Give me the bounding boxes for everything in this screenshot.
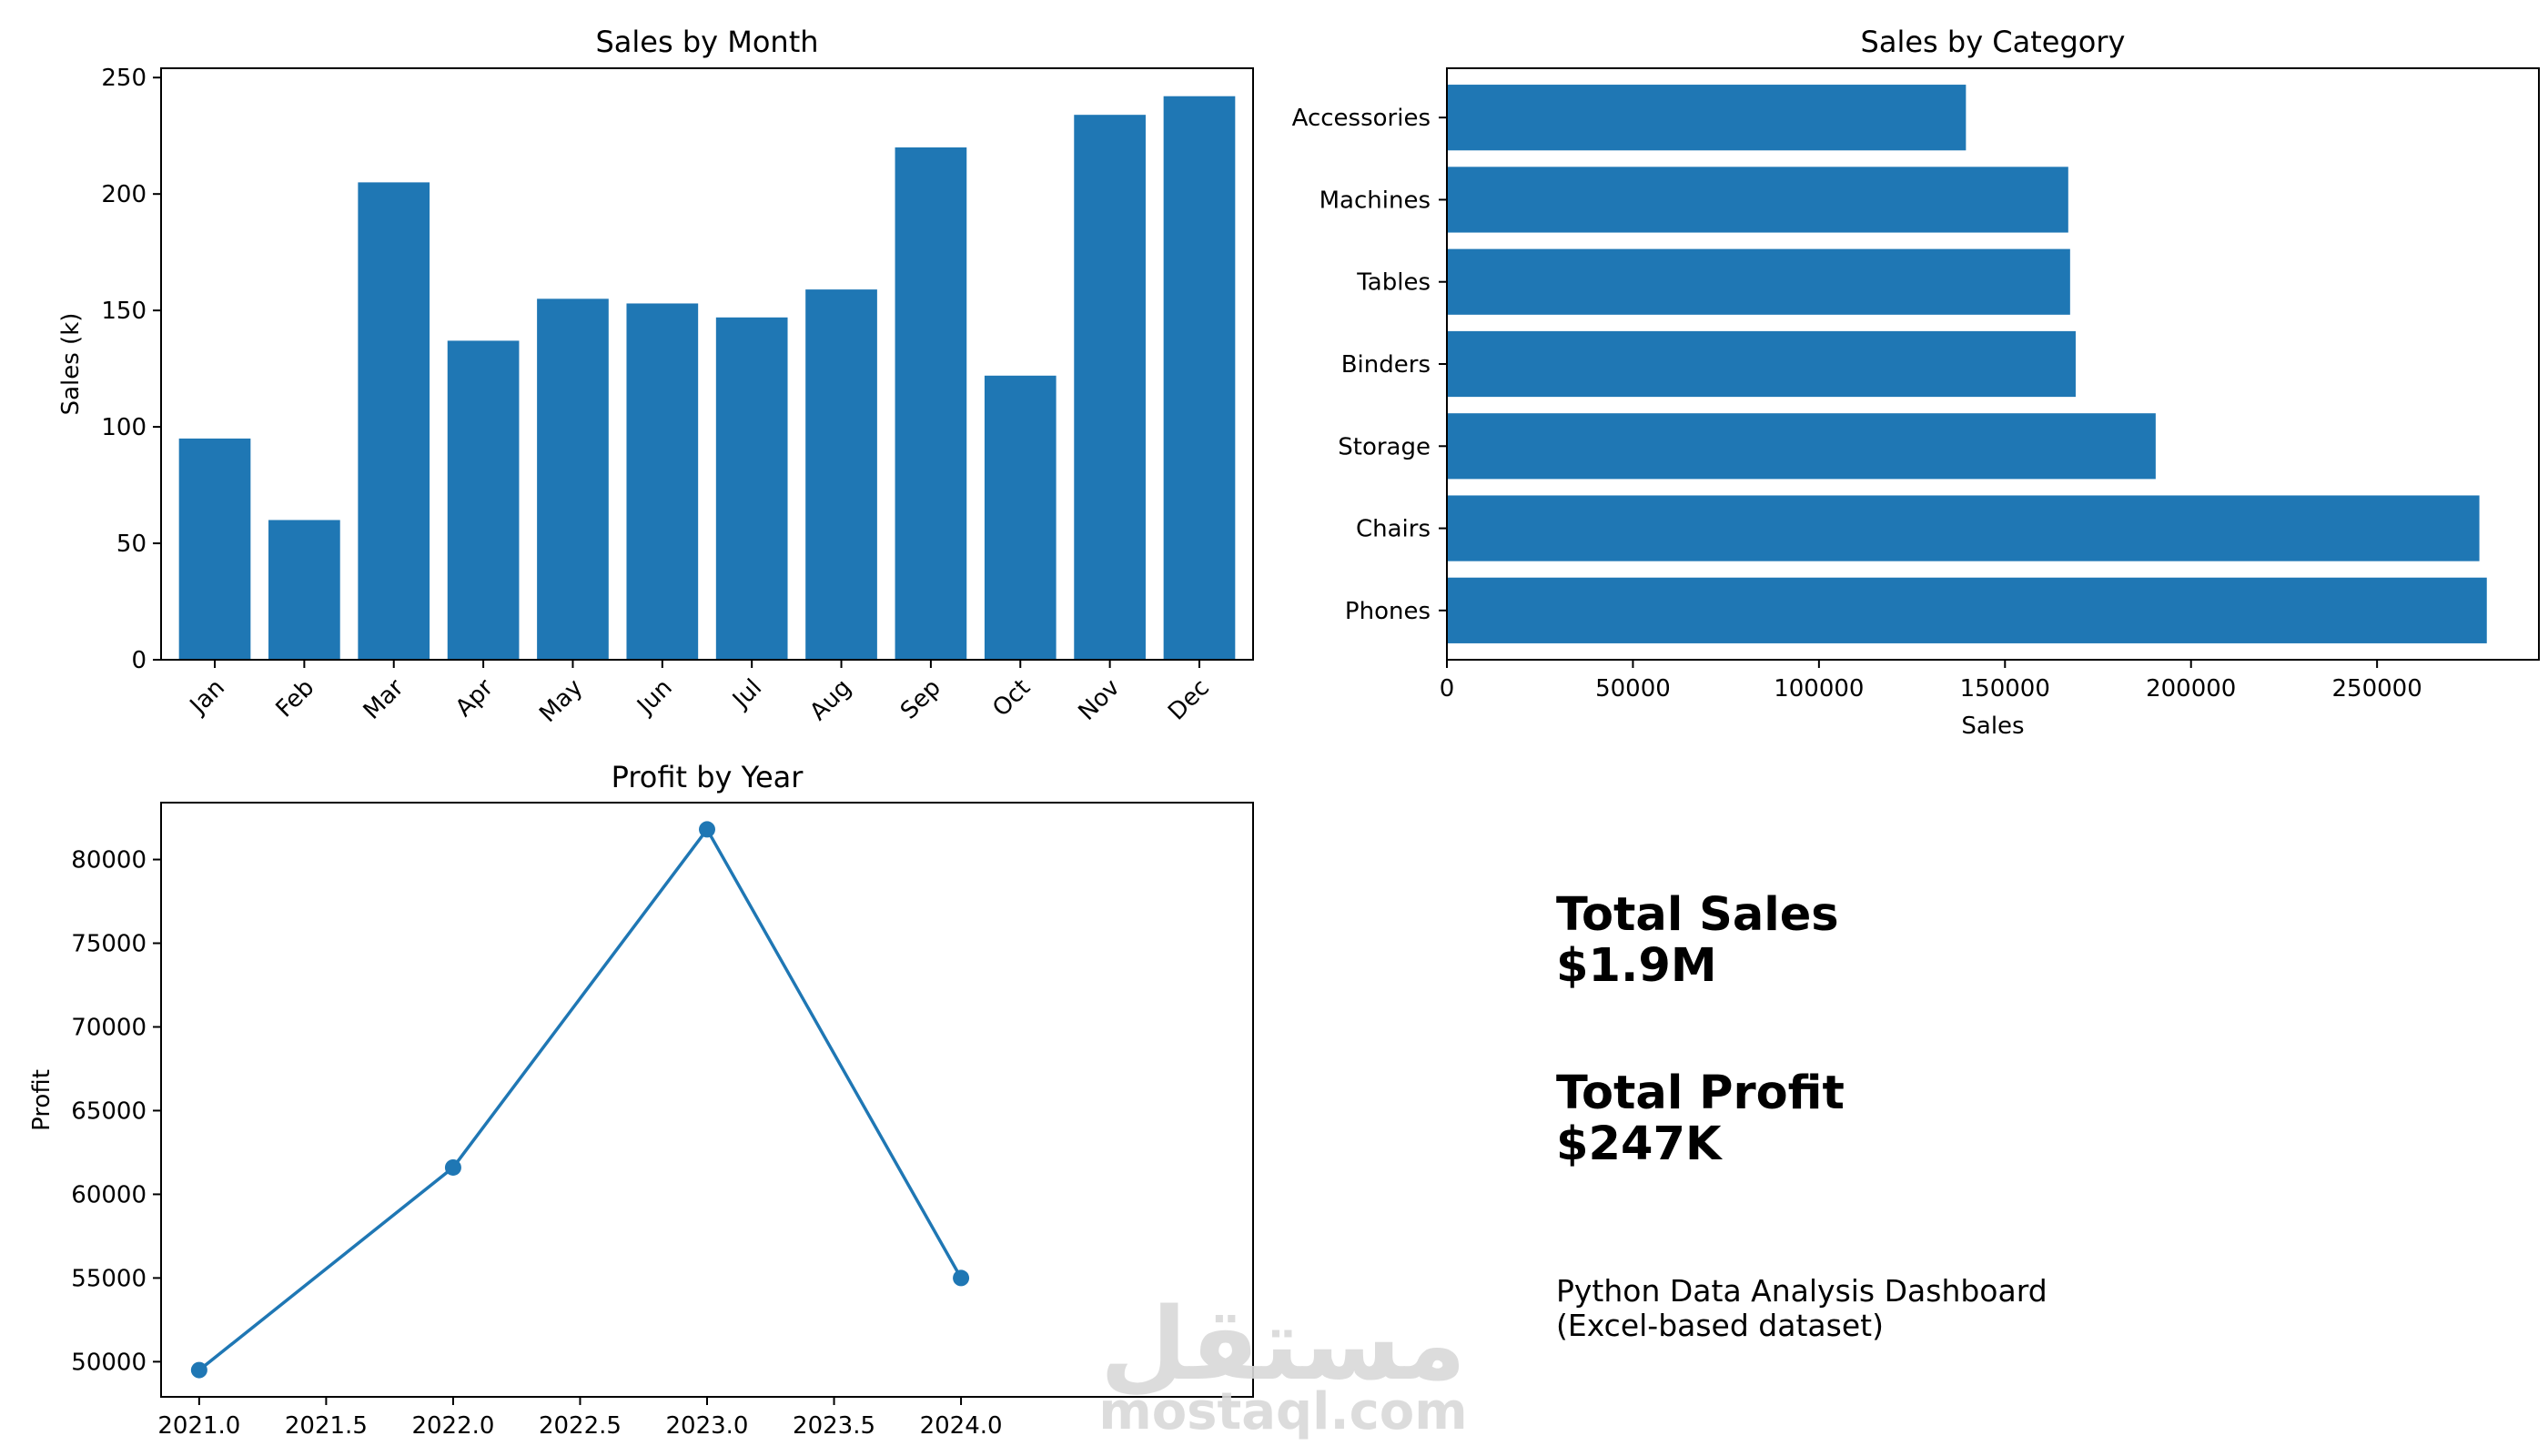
bar-tables — [1447, 248, 2070, 315]
watermark-logo: مستقل — [1100, 1286, 1466, 1402]
ytick-label: 250 — [101, 65, 147, 92]
dashboard-caption-line2: (Excel-based dataset) — [1556, 1308, 1884, 1343]
ytick-label: 50 — [116, 531, 147, 558]
sales-by-category-title: Sales by Category — [1861, 25, 2126, 59]
sales-by-month-title: Sales by Month — [595, 25, 818, 59]
profit-by-year-ylabel: Profit — [28, 1069, 56, 1131]
ytick-label-accessories: Accessories — [1292, 105, 1431, 132]
bar-dec — [1163, 96, 1236, 660]
bar-may — [537, 298, 609, 660]
profit-by-year-ticks: 2021.0 2021.5 2022.0 2022.5 2023.0 2023.5 2024… — [71, 847, 1002, 1440]
profit-point-2023 — [699, 821, 715, 838]
bar-jun — [626, 303, 699, 660]
bar-aug — [805, 289, 877, 660]
profit-by-year-axes — [160, 802, 1254, 1398]
ytick-label: 200 — [101, 181, 147, 208]
xtick-label-nov: Nov — [1073, 674, 1125, 726]
ytick-label-tables: Tables — [1356, 269, 1431, 297]
ytick-label: 80000 — [71, 847, 147, 875]
total-profit-label: Total Profit — [1556, 1067, 1845, 1120]
ytick-label: 0 — [131, 647, 147, 674]
ytick-label: 55000 — [71, 1265, 147, 1292]
xtick-label-jan: Jan — [184, 674, 230, 721]
ytick-label: 70000 — [71, 1014, 147, 1041]
bar-chairs — [1447, 495, 2480, 561]
xtick-label: 2022.5 — [539, 1412, 622, 1440]
xtick-label-aug: Aug — [804, 674, 856, 726]
xtick-label: 2023.0 — [666, 1412, 749, 1440]
bar-accessories — [1447, 85, 1967, 151]
xtick-label: 250000 — [2332, 675, 2422, 703]
bar-oct — [984, 375, 1057, 660]
sales-by-category-ticks: Phones Chairs Storage Binders Tables Machines… — [1292, 105, 2422, 703]
xtick-label-oct: Oct — [987, 674, 1036, 723]
xtick-label-may: May — [534, 674, 588, 728]
xtick-label: 2023.5 — [793, 1412, 875, 1440]
total-profit-value: $247K — [1556, 1117, 1724, 1171]
ytick-label: 150 — [101, 298, 147, 325]
profit-point-2021 — [190, 1361, 207, 1379]
xtick-label: 2021.0 — [157, 1412, 240, 1440]
xtick-label-sep: Sep — [895, 674, 946, 725]
xtick-label-jul: Jul — [726, 674, 767, 715]
bar-storage — [1447, 413, 2156, 480]
bar-nov — [1074, 115, 1146, 661]
xtick-label: 50000 — [1595, 675, 1671, 703]
ytick-label-phones: Phones — [1345, 598, 1431, 625]
profit-point-2024 — [953, 1269, 970, 1287]
xtick-label: 2021.5 — [285, 1412, 368, 1440]
xtick-label: 100000 — [1774, 675, 1864, 703]
xtick-label-feb: Feb — [271, 674, 320, 723]
sales-by-category-xlabel: Sales — [1961, 713, 2024, 740]
total-sales-label: Total Sales — [1556, 888, 1839, 942]
sales-by-month-axes — [160, 67, 1254, 661]
bar-mar — [358, 182, 430, 661]
xtick-label: 2024.0 — [920, 1412, 1003, 1440]
ytick-label-machines: Machines — [1320, 187, 1431, 214]
bar-binders — [1447, 330, 2076, 398]
ytick-label-storage: Storage — [1338, 433, 1431, 460]
profit-point-2022 — [444, 1158, 461, 1176]
sales-by-category-chart: Sales by Category Phones Chairs Storage Bin… — [1292, 25, 2540, 740]
xtick-label: 2022.0 — [411, 1412, 494, 1440]
sales-by-month-chart: Sales by Month Jan Feb Mar Apr May Jun Jul Aug S… — [57, 25, 1254, 728]
profit-series-line — [197, 826, 963, 1371]
sales-by-month-bars — [178, 96, 1236, 661]
bar-phones — [1447, 577, 2487, 643]
xtick-label-jun: Jun — [631, 674, 677, 721]
xtick-label: 150000 — [1960, 675, 2050, 703]
ytick-label: 75000 — [71, 931, 147, 958]
kpi-panel: Total Sales $1.9M Total Profit $247K Pyt… — [1556, 888, 2048, 1343]
ytick-label-binders: Binders — [1341, 351, 1431, 379]
bar-machines — [1447, 167, 2068, 233]
watermark-text: mostaql.com — [1098, 1382, 1467, 1441]
ytick-label-chairs: Chairs — [1356, 516, 1431, 543]
bar-jan — [178, 438, 251, 660]
xtick-label: 0 — [1440, 675, 1455, 703]
sales-by-category-axes — [1446, 67, 2540, 661]
sales-by-month-ylabel: Sales (k) — [57, 313, 85, 416]
total-sales-value: $1.9M — [1556, 939, 1717, 993]
watermark: مستقل mostaql.com — [1098, 1286, 1467, 1441]
xtick-label: 200000 — [2146, 675, 2236, 703]
profit-by-year-chart: Profit by Year 2021.0 2021.5 2022.0 2022.5 2… — [28, 760, 1254, 1440]
sales-by-category-bars — [1447, 85, 2487, 643]
xtick-label-mar: Mar — [359, 674, 410, 725]
profit-series-points — [190, 821, 970, 1379]
ytick-label: 50000 — [71, 1349, 147, 1376]
xtick-label-dec: Dec — [1163, 674, 1215, 726]
profit-by-year-title: Profit by Year — [612, 760, 804, 794]
bar-apr — [447, 340, 520, 660]
ytick-label: 60000 — [71, 1181, 147, 1208]
bar-jul — [715, 317, 788, 660]
xtick-label-apr: Apr — [450, 674, 499, 723]
dashboard-caption-line1: Python Data Analysis Dashboard — [1556, 1273, 2048, 1309]
bar-sep — [895, 147, 967, 660]
ytick-label: 100 — [101, 414, 147, 441]
ytick-label: 65000 — [71, 1097, 147, 1125]
bar-feb — [268, 520, 340, 660]
